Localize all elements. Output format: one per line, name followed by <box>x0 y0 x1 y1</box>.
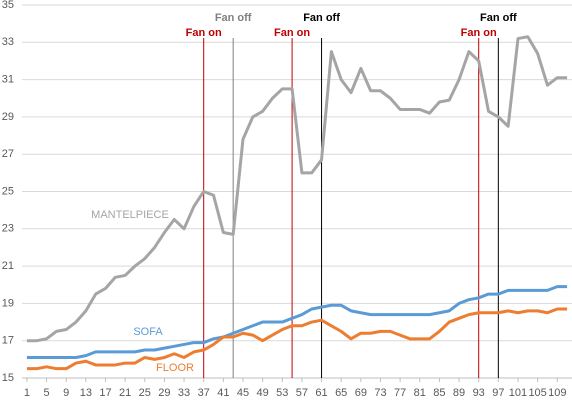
x-tick-label: 93 <box>473 387 485 399</box>
y-tick-label: 17 <box>2 335 14 347</box>
x-tick-label: 1 <box>24 387 30 399</box>
annotation-label: Fan off <box>215 12 252 24</box>
x-tick-label: 37 <box>198 387 210 399</box>
x-tick-label: 97 <box>492 387 504 399</box>
x-tick-label: 65 <box>335 387 347 399</box>
x-tick-label: 5 <box>43 387 49 399</box>
x-tick-label: 41 <box>217 387 229 399</box>
series-label: FLOOR <box>156 362 194 374</box>
y-tick-label: 27 <box>2 148 14 160</box>
x-tick-label: 61 <box>315 387 327 399</box>
y-tick-label: 21 <box>2 260 14 272</box>
y-tick-label: 35 <box>2 0 14 11</box>
x-tick-label: 29 <box>158 387 170 399</box>
x-tick-label: 17 <box>99 387 111 399</box>
y-tick-label: 25 <box>2 185 14 197</box>
annotation-label: Fan off <box>303 12 340 24</box>
x-tick-label: 21 <box>119 387 131 399</box>
series-line <box>26 35 568 343</box>
y-tick-label: 19 <box>2 297 14 309</box>
series-line <box>26 307 568 371</box>
x-tick-label: 105 <box>528 387 546 399</box>
x-tick-label: 73 <box>374 387 386 399</box>
x-tick-label: 25 <box>139 387 151 399</box>
y-tick-label: 23 <box>2 223 14 235</box>
y-tick-label: 31 <box>2 74 14 86</box>
x-tick-label: 85 <box>433 387 445 399</box>
series-label: SOFA <box>133 326 163 338</box>
x-tick-label: 69 <box>355 387 367 399</box>
annotation-label: Fan on <box>274 27 310 39</box>
x-tick-label: 53 <box>276 387 288 399</box>
y-tick-label: 29 <box>2 111 14 123</box>
annotation-label: Fan on <box>461 27 497 39</box>
x-tick-label: 49 <box>257 387 269 399</box>
x-tick-label: 33 <box>178 387 190 399</box>
x-tick-label: 101 <box>509 387 527 399</box>
x-tick-label: 81 <box>414 387 426 399</box>
series-label: MANTELPIECE <box>91 209 169 221</box>
y-tick-label: 33 <box>2 36 14 48</box>
x-tick-label: 89 <box>453 387 465 399</box>
annotation-label: Fan on <box>186 27 222 39</box>
annotation-label: Fan off <box>480 12 517 24</box>
x-tick-label: 57 <box>296 387 308 399</box>
x-tick-label: 109 <box>548 387 566 399</box>
x-tick-label: 45 <box>237 387 249 399</box>
series-line <box>26 285 568 359</box>
x-tick-label: 13 <box>80 387 92 399</box>
x-tick-label: 77 <box>394 387 406 399</box>
x-tick-label: 9 <box>63 387 69 399</box>
y-tick-label: 15 <box>2 372 14 384</box>
